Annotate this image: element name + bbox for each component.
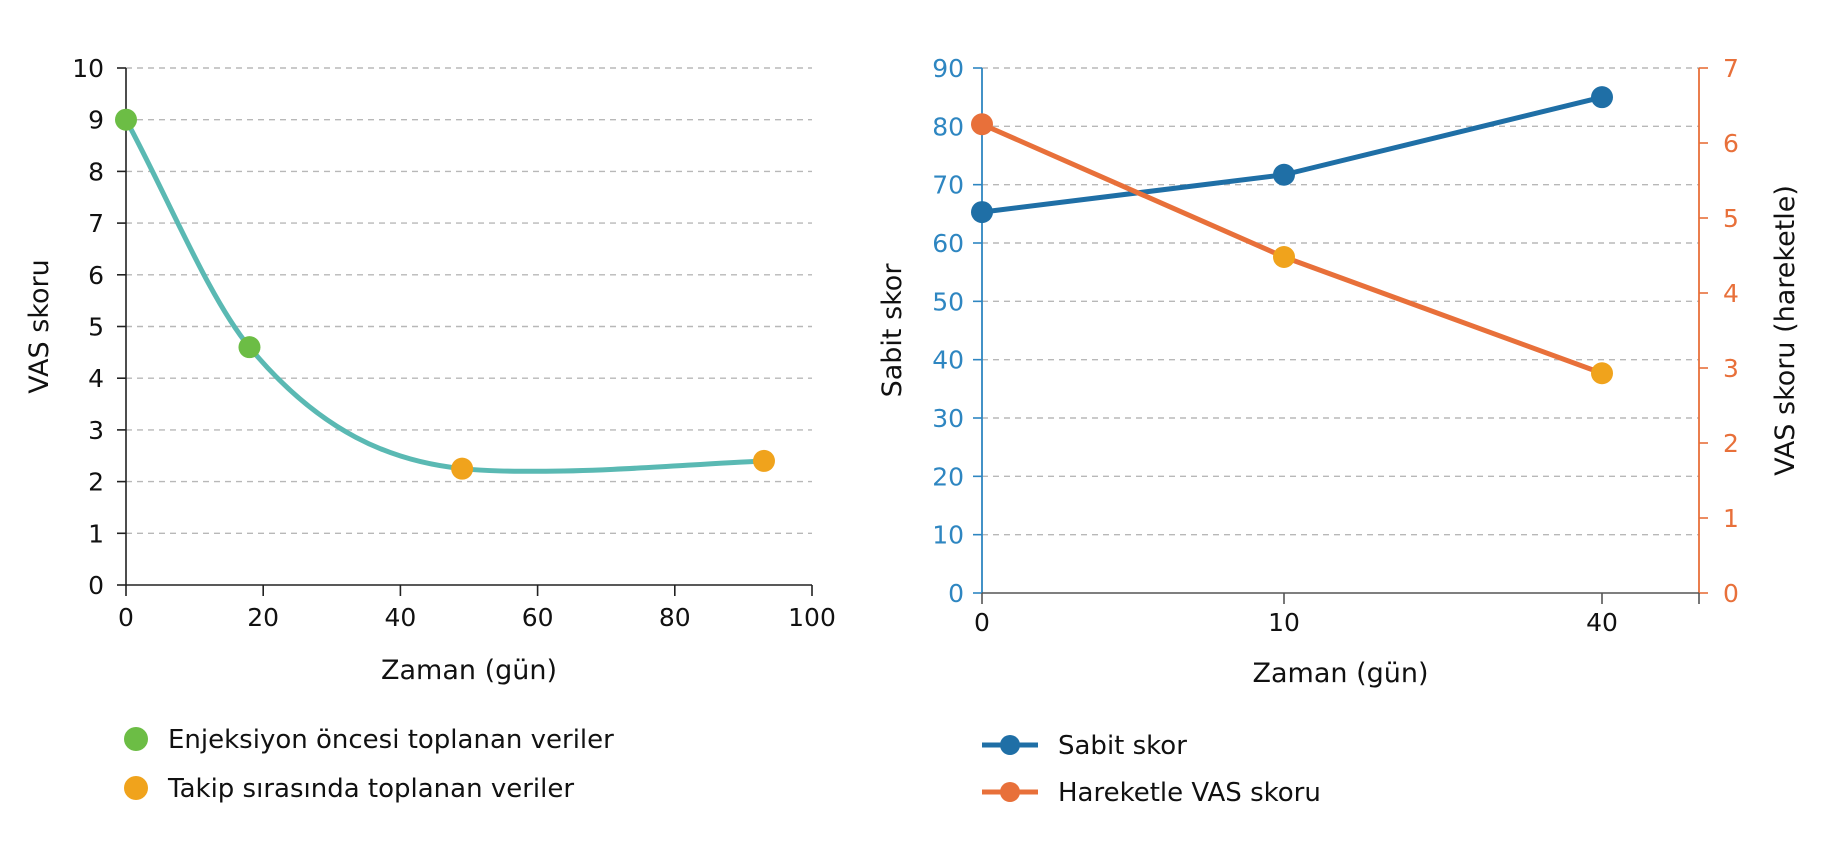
- y-tick-label: 5: [88, 313, 104, 342]
- left-y-axis-label: VAS skoru: [24, 259, 55, 393]
- right-series: [971, 86, 1613, 385]
- series-point: [1273, 246, 1295, 268]
- y2-tick-label: 3: [1723, 354, 1739, 383]
- data-point: [238, 336, 261, 359]
- legend-marker-vas: [1000, 782, 1020, 802]
- series-point: [1273, 163, 1295, 186]
- legend-label-hareketle-vas: Hareketle VAS skoru: [1058, 778, 1321, 808]
- y-tick-label: 90: [932, 54, 964, 83]
- left-legend: Enjeksiyon öncesi toplanan veriler Takip…: [124, 725, 614, 804]
- x-tick-label: 20: [247, 603, 279, 632]
- y2-tick-label: 0: [1723, 579, 1739, 608]
- x-tick-label: 10: [1268, 608, 1300, 637]
- legend-label-follow-up: Takip sırasında toplanan veriler: [167, 774, 574, 804]
- y-tick-label: 50: [932, 287, 964, 316]
- y2-tick-label: 7: [1723, 54, 1739, 83]
- y2-tick-label: 2: [1723, 429, 1739, 458]
- right-y-axis-label: Sabit skor: [877, 263, 908, 398]
- x-tick-label: 60: [522, 603, 554, 632]
- y2-tick-label: 5: [1723, 204, 1739, 233]
- legend-marker-green: [124, 727, 148, 751]
- left-y-ticks: 0 1 2 3 4 5 6 7 8 9 10: [72, 54, 126, 600]
- x-tick-label: 40: [384, 603, 416, 632]
- y-tick-label: 7: [88, 209, 104, 238]
- y2-tick-label: 4: [1723, 279, 1739, 308]
- right-chart: 0 10 20 30 40 50 60 70 80 90 0 1 2 3 4 5 6 7 0 10 40 Sabit…: [877, 54, 1801, 808]
- x-tick-label: 80: [659, 603, 691, 632]
- right-legend: Sabit skor Hareketle VAS skoru: [982, 731, 1321, 808]
- y-tick-label: 3: [88, 416, 104, 445]
- y-tick-label: 0: [948, 579, 964, 608]
- y-tick-label: 8: [88, 157, 104, 186]
- series-point: [971, 201, 993, 224]
- y-tick-label: 10: [72, 54, 104, 83]
- left-data-points: [115, 108, 775, 480]
- right-left-y-ticks: 0 10 20 30 40 50 60 70 80 90: [932, 54, 982, 608]
- legend-label-sabit-skor: Sabit skor: [1058, 731, 1187, 761]
- data-point: [115, 108, 137, 131]
- right-gridlines: [982, 67, 1699, 536]
- y-tick-label: 10: [932, 521, 964, 550]
- data-point: [451, 457, 474, 480]
- x-tick-label: 0: [118, 603, 134, 632]
- legend-marker-orange: [124, 776, 148, 800]
- left-vas-curve: [123, 117, 767, 474]
- right-secondary-y-ticks: 0 1 2 3 4 5 6 7: [1699, 54, 1739, 608]
- left-x-axis-label: Zaman (gün): [381, 655, 557, 686]
- series-point: [1591, 362, 1613, 385]
- legend-label-pre-injection: Enjeksiyon öncesi toplanan veriler: [168, 725, 614, 755]
- series-line: [980, 121, 1603, 376]
- right-secondary-y-axis-label: VAS skoru (hareketle): [1770, 185, 1801, 476]
- left-chart: 0 1 2 3 4 5 6 7 8 9 10 0 20 40 60 80 100 VAS skoru Zama…: [24, 54, 836, 804]
- legend-marker-sabit: [1000, 735, 1020, 755]
- series-line: [981, 94, 1603, 215]
- y-tick-label: 6: [88, 261, 104, 290]
- right-x-axis-label: Zaman (gün): [1252, 658, 1428, 689]
- x-tick-label: 100: [788, 603, 836, 632]
- y-tick-label: 4: [88, 364, 104, 393]
- y-tick-label: 20: [932, 462, 964, 491]
- y-tick-label: 30: [932, 404, 964, 433]
- series-point: [1591, 86, 1613, 109]
- data-point: [752, 449, 775, 472]
- y2-tick-label: 6: [1723, 129, 1739, 158]
- y-tick-label: 2: [88, 468, 104, 497]
- y-tick-label: 9: [88, 106, 104, 135]
- x-tick-label: 0: [974, 608, 990, 637]
- left-gridlines: [126, 67, 812, 534]
- y-tick-label: 70: [932, 171, 964, 200]
- x-tick-label: 40: [1586, 608, 1618, 637]
- series-point: [971, 113, 993, 136]
- y-tick-label: 40: [932, 346, 964, 375]
- y-tick-label: 60: [932, 229, 964, 258]
- y-tick-label: 80: [932, 112, 964, 141]
- left-x-ticks: 0 20 40 60 80 100: [118, 585, 836, 632]
- right-x-ticks: 0 10 40: [974, 593, 1700, 637]
- y-tick-label: 0: [88, 571, 104, 600]
- y2-tick-label: 1: [1723, 504, 1739, 533]
- y-tick-label: 1: [88, 519, 104, 548]
